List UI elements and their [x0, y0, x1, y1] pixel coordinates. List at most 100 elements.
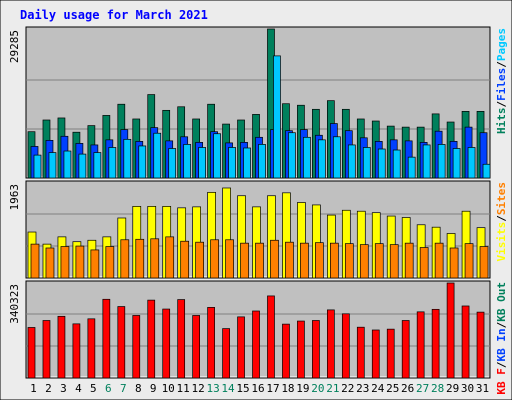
- bar-kb-day-28: [431, 308, 440, 379]
- x-tick-day-29: 29: [446, 382, 459, 395]
- bar-kb-day-11: [177, 299, 186, 379]
- x-tick-day-15: 15: [236, 382, 249, 395]
- legend-item-bottom-2: KB In: [495, 328, 508, 361]
- x-tick-day-16: 16: [251, 382, 264, 395]
- x-tick-day-14: 14: [221, 382, 235, 395]
- x-tick-day-17: 17: [266, 382, 279, 395]
- legend-item-top-2: Files: [495, 68, 508, 101]
- bar-kb-day-18: [282, 323, 290, 379]
- bar-sites-day-2: [45, 247, 55, 279]
- bar-sites-day-23: [359, 244, 369, 279]
- x-tick-day-21: 21: [326, 382, 339, 395]
- bar-pages-day-27: [422, 144, 431, 179]
- panel-middle: 1963 Visits/Sites: [8, 180, 508, 279]
- bar-sites-day-24: [374, 243, 384, 279]
- bar-sites-day-14: [225, 239, 234, 279]
- bar-kb-day-6: [102, 298, 111, 379]
- legend-item-middle-2: Sites: [495, 182, 508, 215]
- bar-sites-day-16: [255, 242, 264, 279]
- legend-middle: Visits/Sites: [495, 182, 508, 262]
- bar-pages-day-24: [377, 148, 386, 179]
- legend-item-top-4: Pages: [495, 28, 508, 61]
- bar-pages-day-6: [108, 147, 117, 179]
- legend-item-bottom-1: /: [495, 361, 508, 368]
- bar-pages-day-11: [183, 144, 192, 179]
- x-tick-day-23: 23: [356, 382, 369, 395]
- bar-pages-day-30: [467, 147, 476, 179]
- bar-pages-day-29: [452, 148, 461, 179]
- bar-kb-day-27: [416, 311, 425, 379]
- bar-kb-day-20: [312, 320, 320, 379]
- bar-sites-day-10: [165, 236, 175, 279]
- bar-kb-day-8: [132, 315, 141, 379]
- x-tick-day-13: 13: [206, 382, 219, 395]
- x-tick-day-27: 27: [416, 382, 429, 395]
- bar-kb-day-23: [356, 326, 365, 379]
- x-tick-day-22: 22: [341, 382, 354, 395]
- bar-kb-day-25: [386, 328, 395, 379]
- x-tick-day-1: 1: [30, 382, 37, 395]
- bar-pages-day-2: [48, 152, 57, 179]
- bar-pages-day-15: [243, 147, 251, 179]
- bar-pages-day-16: [258, 144, 266, 179]
- x-tick-day-4: 4: [75, 382, 82, 395]
- bar-kb-day-30: [461, 305, 470, 379]
- bar-sites-day-3: [60, 246, 70, 279]
- bar-kb-day-29: [446, 282, 455, 379]
- bar-kb-day-9: [147, 299, 156, 379]
- bar-sites-day-6: [105, 246, 115, 279]
- bar-sites-day-19: [300, 242, 309, 279]
- bar-kb-day-26: [401, 320, 410, 379]
- bar-sites-day-12: [195, 241, 204, 279]
- bar-sites-day-8: [135, 238, 145, 279]
- bar-pages-day-31: [482, 163, 491, 179]
- x-tick-day-18: 18: [281, 382, 294, 395]
- x-tick-day-11: 11: [177, 382, 190, 395]
- y-max-label-top: 29285: [8, 30, 21, 63]
- bar-sites-day-9: [150, 238, 160, 279]
- y-max-label-middle: 1963: [8, 184, 21, 211]
- bar-pages-day-23: [362, 147, 371, 179]
- bar-sites-day-27: [419, 247, 429, 279]
- bar-sites-day-18: [285, 241, 294, 279]
- bar-pages-day-14: [228, 147, 236, 179]
- bar-kb-day-10: [162, 308, 171, 379]
- bar-pages-day-25: [392, 149, 401, 179]
- bar-pages-day-1: [33, 154, 42, 179]
- x-tick-day-2: 2: [45, 382, 52, 395]
- bar-sites-day-31: [479, 246, 489, 279]
- x-tick-day-7: 7: [120, 382, 127, 395]
- bar-sites-day-22: [344, 243, 354, 279]
- bar-pages-day-7: [123, 138, 132, 179]
- bar-pages-day-22: [347, 144, 356, 179]
- bar-sites-day-28: [434, 242, 444, 279]
- x-tick-day-10: 10: [162, 382, 175, 395]
- bar-pages-day-18: [288, 132, 296, 179]
- bar-sites-day-21: [330, 242, 339, 279]
- bar-sites-day-29: [449, 247, 459, 279]
- chart-title: Daily usage for March 2021: [20, 8, 208, 22]
- legend-item-bottom-4: KB Out: [495, 282, 508, 322]
- bar-kb-day-5: [87, 318, 96, 379]
- bar-kb-day-14: [222, 328, 230, 379]
- bar-sites-day-26: [404, 242, 414, 279]
- bar-pages-day-19: [303, 136, 311, 179]
- bar-sites-day-17: [270, 239, 279, 279]
- bar-kb-day-16: [252, 310, 260, 379]
- legend-item-bottom-0: KB F: [495, 368, 508, 395]
- x-tick-day-12: 12: [192, 382, 205, 395]
- x-tick-day-8: 8: [135, 382, 142, 395]
- bar-sites-day-20: [315, 242, 324, 279]
- x-tick-day-20: 20: [311, 382, 324, 395]
- legend-item-bottom-3: /: [495, 321, 508, 328]
- bar-kb-day-4: [72, 323, 81, 379]
- x-axis-day-labels: 1 2 3 4 5 6 7 8 9 10 11 12 13 14 15 16 17 18 19 20 21 22 23 24 2…: [30, 382, 489, 395]
- x-tick-day-25: 25: [386, 382, 399, 395]
- bar-kb-day-2: [42, 320, 51, 379]
- bar-kb-day-22: [341, 313, 350, 379]
- x-tick-day-9: 9: [150, 382, 157, 395]
- x-tick-day-19: 19: [296, 382, 309, 395]
- bar-sites-day-11: [180, 240, 190, 279]
- bar-kb-day-31: [476, 311, 485, 379]
